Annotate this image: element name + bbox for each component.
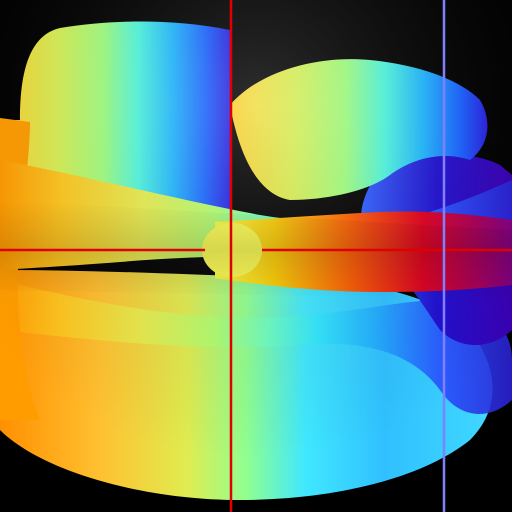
band-shading xyxy=(0,200,512,300)
